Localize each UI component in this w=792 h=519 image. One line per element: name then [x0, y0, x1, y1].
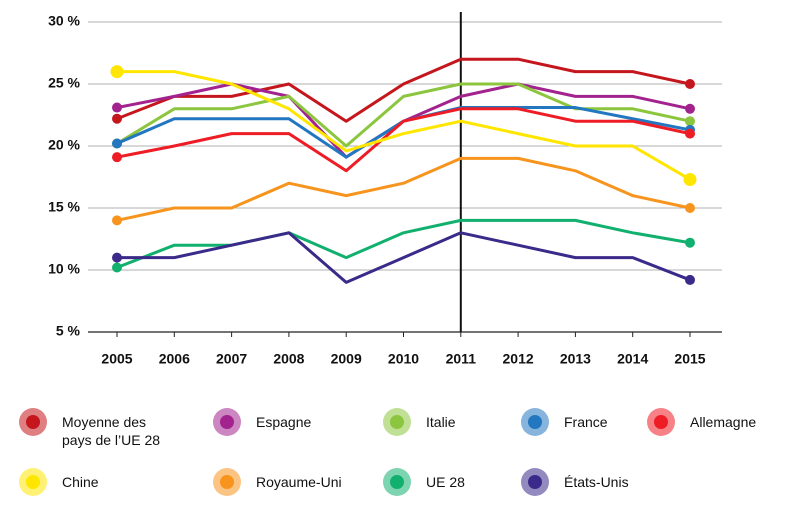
legend-label: Moyenne des pays de l’UE 28	[62, 414, 161, 448]
legend-label: Espagne	[256, 414, 312, 430]
end-marker	[112, 252, 122, 263]
legend-item: Espagne	[212, 407, 368, 437]
legend-icon	[383, 468, 411, 496]
legend-item: UE 28	[382, 467, 538, 497]
end-marker	[112, 113, 122, 124]
y-tick-label: 10 %	[48, 261, 80, 277]
legend-label: Italie	[426, 414, 456, 430]
x-tick-label: 2009	[331, 351, 362, 367]
legend-label: France	[564, 414, 608, 430]
legend-icon	[19, 468, 47, 496]
legend-dot	[390, 475, 404, 489]
legend-dot	[390, 415, 404, 429]
end-marker	[685, 79, 695, 89]
end-marker	[685, 116, 695, 127]
x-tick-label: 2012	[503, 351, 534, 367]
legend-dot	[528, 415, 542, 429]
legend-label: Royaume-Uni	[256, 474, 342, 490]
end-marker	[685, 237, 695, 248]
x-tick-label: 2007	[216, 351, 247, 367]
legend-dot	[220, 475, 234, 489]
end-marker	[685, 203, 695, 213]
end-marker	[112, 152, 122, 163]
legend-item: France	[520, 407, 676, 437]
end-marker	[110, 65, 124, 79]
legend-label: Allemagne	[690, 414, 757, 430]
legend-label: UE 28	[426, 474, 465, 490]
x-tick-label: 2008	[273, 351, 304, 367]
legend-dot	[220, 415, 234, 429]
legend-icon	[521, 468, 549, 496]
legend-label: États-Unis	[564, 474, 629, 490]
x-tick-label: 2014	[617, 351, 648, 367]
x-tick-label: 2010	[388, 351, 419, 367]
legend-icon	[647, 408, 675, 436]
end-marker	[112, 215, 122, 226]
end-marker	[685, 128, 695, 139]
y-tick-label: 20 %	[48, 137, 80, 153]
end-marker	[685, 103, 695, 114]
legend-item: Royaume-Uni	[212, 467, 368, 497]
legend-dot	[26, 415, 40, 429]
x-tick-label: 2005	[101, 351, 132, 367]
end-marker	[112, 262, 122, 273]
legend-dot	[26, 475, 40, 489]
series-line	[116, 218, 691, 269]
series-line	[117, 70, 691, 181]
series-line	[117, 231, 691, 284]
legend-icon	[213, 408, 241, 436]
legend-item: Italie	[382, 407, 538, 437]
legend-item: Allemagne	[646, 407, 792, 437]
legend-dot	[528, 475, 542, 489]
legend-item: Moyenne des pays de l’UE 28	[18, 407, 174, 449]
legend-icon	[383, 408, 411, 436]
series-line	[116, 57, 691, 123]
y-tick-label: 25 %	[48, 75, 80, 91]
x-tick-label: 2015	[674, 351, 705, 367]
series-line	[116, 107, 691, 173]
series-line	[116, 82, 691, 148]
legend-icon	[19, 408, 47, 436]
y-tick-label: 5 %	[56, 323, 81, 339]
series-line	[116, 156, 691, 222]
chart: 5 % 10 % 15 % 20 % 25 % 30 % 2005 2006 2007 2008 2…	[48, 12, 722, 367]
y-tick-label: 30 %	[48, 13, 80, 29]
x-tick-label: 2013	[560, 351, 591, 367]
legend-item: Chine	[18, 467, 174, 497]
end-marker	[683, 172, 697, 186]
legend-dot	[654, 415, 668, 429]
end-marker	[112, 138, 122, 149]
y-tick-label: 15 %	[48, 199, 80, 215]
x-tick-label: 2006	[159, 351, 190, 367]
legend-icon	[213, 468, 241, 496]
end-marker	[112, 102, 122, 113]
legend-item: États-Unis	[520, 467, 676, 497]
end-marker	[685, 274, 695, 285]
legend-label: Chine	[62, 474, 99, 490]
legend-icon	[521, 408, 549, 436]
x-tick-label: 2011	[446, 351, 477, 367]
